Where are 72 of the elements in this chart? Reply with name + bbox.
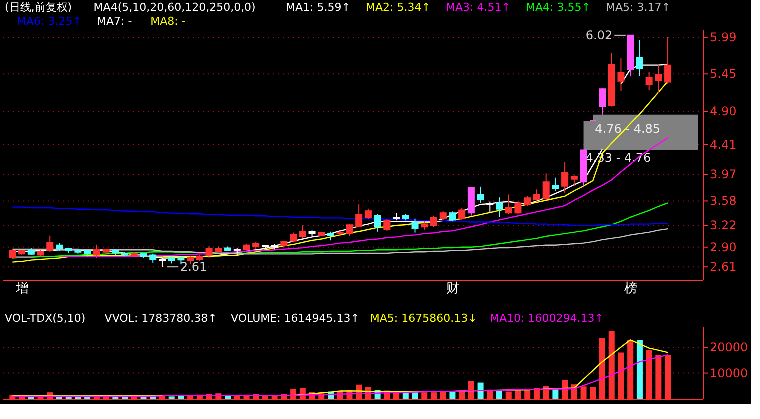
y-tick-label: 2.61 bbox=[710, 260, 737, 274]
candlestick bbox=[636, 40, 644, 77]
y-tick-label: 2.90 bbox=[710, 240, 737, 254]
candlestick bbox=[449, 211, 456, 222]
x-tick-label: 财 bbox=[446, 282, 460, 296]
candlestick bbox=[533, 189, 540, 202]
candlestick bbox=[524, 196, 532, 207]
text: MA5: 1675860.13↓ bbox=[370, 312, 478, 325]
y-tick-label: 3.97 bbox=[710, 168, 737, 182]
bar bbox=[552, 388, 559, 399]
text: MA1: 5.59↑ bbox=[286, 1, 351, 14]
bar bbox=[450, 392, 456, 399]
x-tick-label: 榜 bbox=[624, 282, 638, 296]
candlestick bbox=[552, 177, 560, 192]
candlestick bbox=[93, 244, 100, 259]
candlestick bbox=[664, 36, 672, 84]
text: MA10: 1600294.13↑ bbox=[490, 312, 604, 325]
y-tick-label: 10000 bbox=[710, 366, 748, 380]
line-series bbox=[12, 228, 669, 255]
candlestick bbox=[364, 208, 372, 220]
y-tick-label: 5.45 bbox=[710, 67, 737, 82]
line-series bbox=[12, 206, 669, 226]
legend-label: MA7: - bbox=[97, 15, 132, 28]
candlestick bbox=[412, 218, 419, 234]
line-series bbox=[12, 202, 669, 259]
candlestick bbox=[384, 219, 391, 232]
legend-label: MA8: - bbox=[150, 15, 186, 28]
line-series bbox=[12, 354, 669, 398]
candlestick bbox=[356, 204, 363, 228]
chart-subtitle: MA4(5,10,20,60,120,250,0,0) bbox=[94, 1, 256, 14]
candlestick bbox=[505, 194, 512, 215]
text: MA6: 3.25↑ bbox=[17, 15, 82, 28]
candlestick bbox=[618, 58, 625, 92]
candlestick bbox=[477, 186, 484, 204]
candlestick bbox=[458, 208, 466, 221]
candlestick bbox=[655, 64, 662, 94]
candlestick bbox=[514, 201, 522, 215]
y-tick-label: 5.99 bbox=[710, 30, 737, 44]
y-tick-label: 3.22 bbox=[710, 218, 737, 233]
x-tick-label: 增 bbox=[15, 282, 30, 296]
text: MA2: 5.34↑ bbox=[366, 1, 431, 14]
candlestick bbox=[206, 246, 213, 259]
chart-title: (日线,前复权) bbox=[5, 1, 72, 14]
text: MA4: 3.55↑ bbox=[526, 1, 591, 14]
y-tick-label: 20000 bbox=[710, 340, 748, 355]
candlestick bbox=[430, 215, 438, 228]
candlestick bbox=[646, 72, 653, 92]
candlestick bbox=[346, 224, 354, 238]
bar bbox=[496, 390, 503, 399]
band-label: 4.76 - 4.85 bbox=[595, 122, 661, 136]
bar bbox=[636, 340, 643, 399]
y-tick-label: 4.41 bbox=[710, 138, 737, 152]
y-tick-label: 4.90 bbox=[710, 104, 737, 119]
candlestick bbox=[562, 162, 569, 194]
candlestick bbox=[542, 173, 550, 201]
text: MA3: 4.51↑ bbox=[446, 1, 511, 14]
candlestick bbox=[299, 225, 306, 239]
candlestick bbox=[290, 232, 298, 244]
text: VOLUME: 1614945.13↑ bbox=[231, 312, 360, 325]
annotation: 6.02 bbox=[586, 28, 613, 42]
annotation: 2.61 bbox=[180, 260, 208, 274]
candlestick bbox=[496, 197, 504, 218]
candlestick bbox=[374, 214, 382, 232]
candlestick bbox=[570, 175, 578, 187]
candlestick bbox=[46, 235, 54, 253]
candlestick bbox=[599, 88, 606, 116]
y-tick-label: 3.58 bbox=[710, 194, 737, 208]
text: MA5: 3.17↑ bbox=[606, 1, 671, 14]
text: VVOL: 1783780.38↑ bbox=[104, 312, 218, 325]
chart-title: VOL-TDX(5,10) bbox=[5, 312, 86, 325]
candlestick bbox=[150, 253, 157, 264]
candlestick bbox=[9, 249, 16, 260]
